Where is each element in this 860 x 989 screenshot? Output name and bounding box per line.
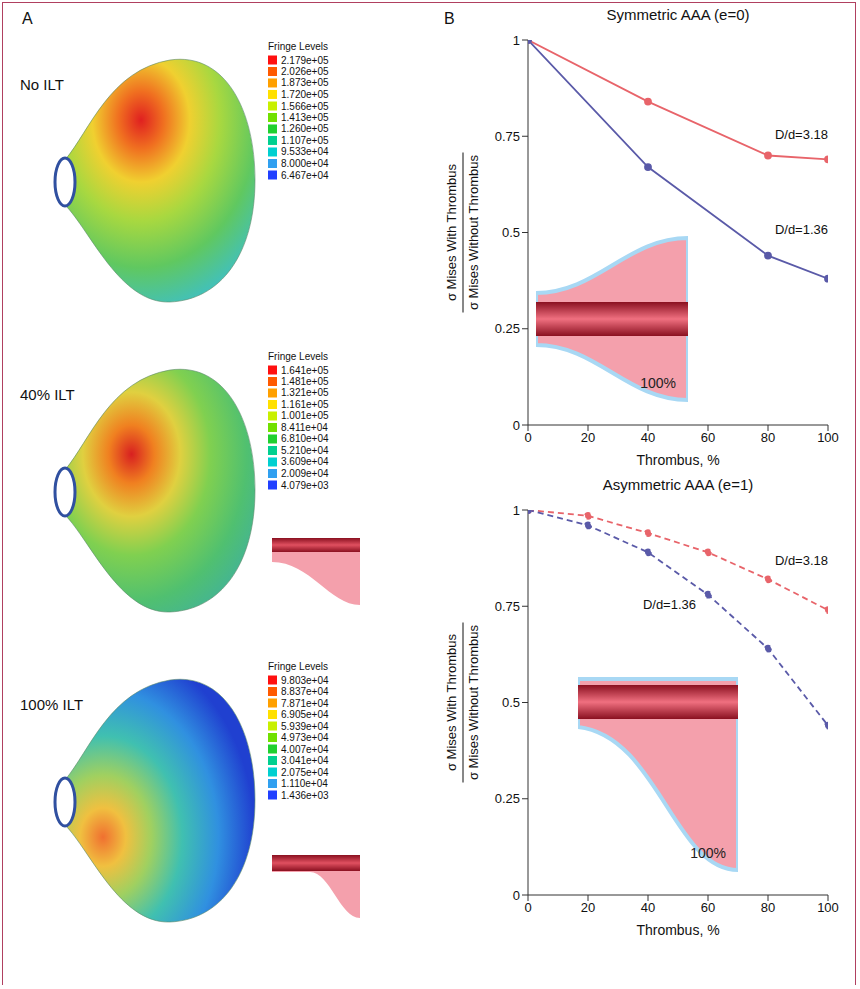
svg-text:8.000e+04: 8.000e+04: [281, 158, 329, 169]
svg-text:100%: 100%: [640, 375, 676, 391]
svg-text:0.5: 0.5: [502, 225, 520, 240]
svg-text:D/d=1.36: D/d=1.36: [775, 222, 828, 237]
svg-text:Fringe Levels: Fringe Levels: [268, 41, 328, 52]
svg-text:60: 60: [701, 430, 715, 445]
svg-text:5.939e+04: 5.939e+04: [281, 721, 329, 732]
svg-text:40: 40: [641, 430, 655, 445]
html-text:A: A: [22, 10, 33, 27]
svg-text:1.001e+05: 1.001e+05: [281, 410, 329, 421]
svg-text:σ Mises With Thrombus: σ Mises With Thrombus: [444, 163, 459, 301]
svg-text:8.837e+04: 8.837e+04: [281, 686, 329, 697]
svg-text:2.179e+05: 2.179e+05: [281, 55, 329, 66]
svg-text:6.810e+04: 6.810e+04: [281, 433, 329, 444]
svg-text:Thrombus, %: Thrombus, %: [636, 922, 719, 938]
svg-text:60: 60: [701, 900, 715, 915]
svg-text:6.905e+04: 6.905e+04: [281, 709, 329, 720]
svg-text:100%: 100%: [690, 845, 726, 861]
svg-text:9.803e+04: 9.803e+04: [281, 675, 329, 686]
svg-text:2.026e+05: 2.026e+05: [281, 66, 329, 77]
html-text:Symmetric AAA (e=0): Symmetric AAA (e=0): [606, 6, 750, 23]
svg-text:1.720e+05: 1.720e+05: [281, 89, 329, 100]
svg-text:No ILT: No ILT: [20, 76, 64, 93]
svg-text:6.467e+04: 6.467e+04: [281, 170, 329, 181]
svg-text:1.413e+05: 1.413e+05: [281, 112, 329, 123]
svg-text:D/d=3.18: D/d=3.18: [775, 127, 828, 142]
svg-text:1.873e+05: 1.873e+05: [281, 77, 329, 88]
svg-text:0: 0: [524, 900, 531, 915]
svg-text:σ Mises With Thrombus: σ Mises With Thrombus: [444, 633, 459, 771]
svg-text:1: 1: [513, 503, 520, 518]
svg-text:100: 100: [817, 430, 839, 445]
svg-text:1.566e+05: 1.566e+05: [281, 101, 329, 112]
svg-text:σ Mises Without Thrombus: σ Mises Without Thrombus: [466, 624, 481, 780]
html-text:B: B: [444, 10, 455, 27]
svg-text:1.107e+05: 1.107e+05: [281, 135, 329, 146]
svg-text:1.110e+04: 1.110e+04: [281, 778, 328, 789]
svg-text:D/d=1.36: D/d=1.36: [643, 597, 696, 612]
svg-text:0.25: 0.25: [495, 321, 520, 336]
svg-text:Fringe Levels: Fringe Levels: [268, 351, 328, 362]
svg-text:0.75: 0.75: [495, 599, 520, 614]
svg-text:0.5: 0.5: [502, 695, 520, 710]
svg-text:0.25: 0.25: [495, 791, 520, 806]
svg-text:σ Mises Without Thrombus: σ Mises Without Thrombus: [466, 154, 481, 310]
svg-text:2.075e+04: 2.075e+04: [281, 767, 329, 778]
svg-text:0: 0: [513, 418, 520, 433]
svg-text:40% ILT: 40% ILT: [20, 386, 75, 403]
svg-text:Thrombus, %: Thrombus, %: [636, 452, 719, 468]
svg-text:20: 20: [581, 430, 595, 445]
svg-text:0.75: 0.75: [495, 129, 520, 144]
svg-text:7.871e+04: 7.871e+04: [281, 698, 329, 709]
html-text:Asymmetric AAA (e=1): Asymmetric AAA (e=1): [602, 476, 754, 493]
svg-text:5.210e+04: 5.210e+04: [281, 445, 329, 456]
svg-text:0: 0: [524, 430, 531, 445]
svg-text:40: 40: [641, 900, 655, 915]
svg-text:2.009e+04: 2.009e+04: [281, 468, 329, 479]
svg-text:80: 80: [761, 430, 775, 445]
svg-text:D/d=3.18: D/d=3.18: [775, 553, 828, 568]
svg-text:1.641e+05: 1.641e+05: [281, 365, 329, 376]
svg-text:1.436e+03: 1.436e+03: [281, 790, 329, 801]
svg-text:Fringe Levels: Fringe Levels: [268, 661, 328, 672]
svg-text:8.411e+04: 8.411e+04: [281, 422, 328, 433]
svg-text:4.007e+04: 4.007e+04: [281, 744, 329, 755]
svg-text:3.041e+04: 3.041e+04: [281, 755, 329, 766]
svg-text:4.079e+03: 4.079e+03: [281, 480, 329, 491]
svg-text:1.481e+05: 1.481e+05: [281, 376, 329, 387]
svg-text:4.973e+04: 4.973e+04: [281, 732, 329, 743]
svg-text:1.321e+05: 1.321e+05: [281, 387, 329, 398]
svg-text:100% ILT: 100% ILT: [20, 696, 83, 713]
svg-text:0: 0: [513, 888, 520, 903]
svg-text:100: 100: [817, 900, 839, 915]
svg-text:1.260e+05: 1.260e+05: [281, 123, 329, 134]
svg-text:1: 1: [513, 33, 520, 48]
svg-text:1.161e+05: 1.161e+05: [281, 399, 329, 410]
svg-text:20: 20: [581, 900, 595, 915]
svg-text:3.609e+04: 3.609e+04: [281, 456, 329, 467]
svg-text:9.533e+04: 9.533e+04: [281, 146, 329, 157]
svg-text:80: 80: [761, 900, 775, 915]
